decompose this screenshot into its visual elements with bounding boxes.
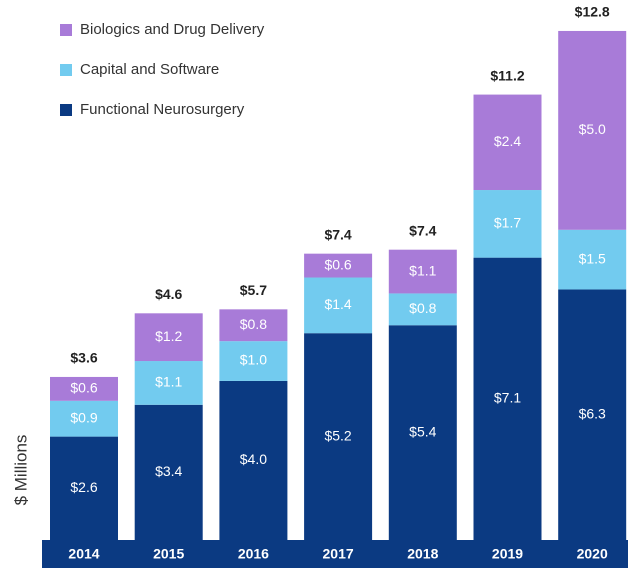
x-tick-label: 2014 [68,546,99,562]
legend-label: Biologics and Drug Delivery [80,21,265,38]
bar-segment [558,289,627,540]
segment-label: $5.2 [324,427,351,443]
bar-segment [219,341,288,381]
segment-label: $1.0 [240,352,267,368]
segment-label: $5.0 [579,121,606,137]
bar-segment [473,94,542,191]
bar-segment [134,361,203,405]
x-tick-label: 2016 [238,546,269,562]
segment-label: $2.4 [494,133,521,149]
bar-segment [304,333,373,540]
segment-label: $1.4 [324,296,351,312]
bar-segment [304,253,373,278]
total-label: $7.4 [324,226,351,242]
bar-segment [219,380,288,540]
segment-label: $0.6 [70,380,97,396]
total-label: $11.2 [490,67,524,83]
segment-label: $7.1 [494,390,521,406]
legend-swatch [60,64,72,76]
x-tick-label: 2015 [153,546,184,562]
bar-segment [388,249,457,294]
segment-label: $0.8 [409,300,436,316]
total-label: $3.6 [70,350,97,366]
segment-label: $3.4 [155,463,182,479]
segment-label: $4.0 [240,451,267,467]
segment-label: $1.5 [579,250,606,266]
segment-label: $0.9 [70,409,97,425]
segment-label: $6.3 [579,405,606,421]
segment-label: $1.1 [155,374,182,390]
bar-segment [388,293,457,326]
x-tick-label: 2020 [577,546,608,562]
segment-label: $5.4 [409,423,436,439]
x-tick-label: 2017 [323,546,354,562]
x-tick-label: 2019 [492,546,523,562]
segment-label: $1.1 [409,262,436,278]
bar-segment [473,190,542,258]
bar-segment [134,404,203,540]
total-label: $4.6 [155,286,182,302]
bar-segment [219,309,288,342]
x-tick-label: 2018 [407,546,438,562]
bar-segment [50,400,118,437]
bar-segment [473,257,542,540]
total-label: $12.8 [575,4,610,20]
bar-segment [134,313,203,362]
bar-segment [388,325,457,540]
legend-swatch [60,104,72,116]
segment-label: $1.2 [155,328,182,344]
total-label: $5.7 [240,282,267,298]
y-axis-label: $ Millions [11,435,30,506]
bar-segment [304,277,373,334]
segment-label: $0.6 [324,256,351,272]
bar-segment [558,30,627,230]
segment-label: $2.6 [70,479,97,495]
bar-segment [558,229,627,290]
total-label: $7.4 [409,222,436,238]
bar-segment [50,376,118,401]
bar-segment [50,436,118,540]
x-axis-band [42,540,628,568]
legend-label: Functional Neurosurgery [80,101,245,118]
legend-swatch [60,24,72,36]
legend-label: Capital and Software [80,61,219,78]
segment-label: $0.8 [240,316,267,332]
segment-label: $1.7 [494,215,521,231]
